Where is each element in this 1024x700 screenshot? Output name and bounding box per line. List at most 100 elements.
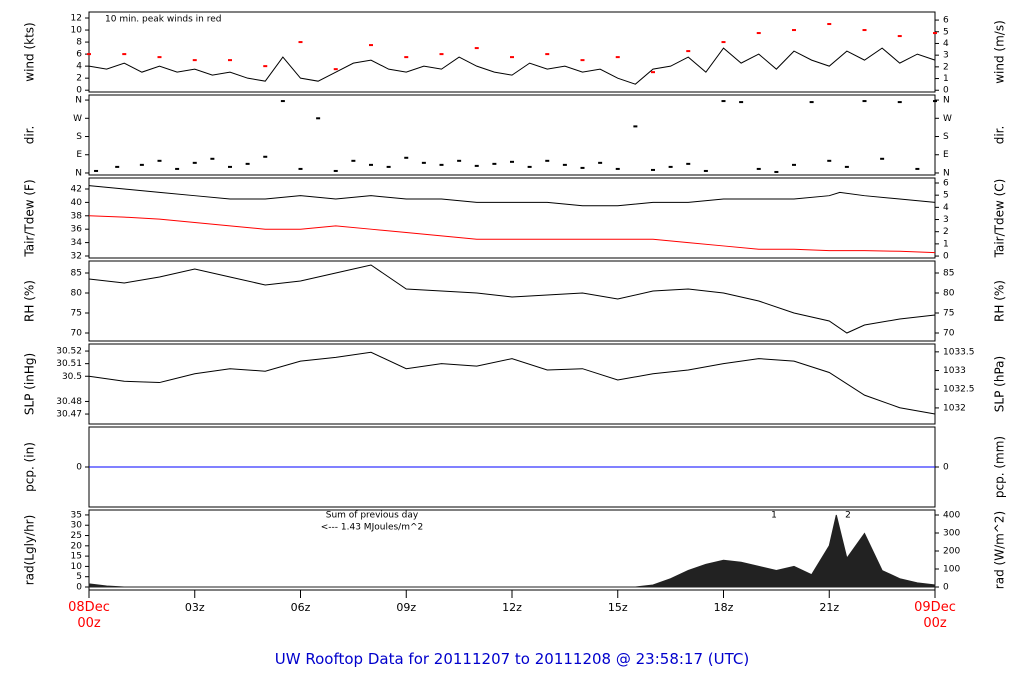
- point: [421, 161, 426, 164]
- point: [280, 100, 285, 103]
- x-tick-label: 03z: [184, 601, 205, 614]
- y2-tick-label: 1033.5: [943, 347, 975, 357]
- point: [263, 155, 268, 158]
- y2-tick-label: 3: [943, 215, 949, 225]
- y-tick-label: 30: [71, 521, 83, 531]
- y-tick-label: 35: [71, 510, 82, 520]
- point: [404, 156, 409, 159]
- point: [192, 161, 197, 164]
- y-tick-label: 32: [71, 251, 82, 261]
- point: [228, 165, 232, 168]
- y-tick-label: 0: [76, 86, 82, 96]
- x-tick-label: 21z: [819, 601, 840, 614]
- y2-tick-label: 0: [943, 582, 949, 592]
- point: [862, 100, 867, 103]
- point: [457, 159, 462, 162]
- y-tick-label: W: [73, 114, 82, 124]
- point: [615, 167, 620, 170]
- y-tick-label: 30.48: [56, 397, 82, 407]
- point: [651, 71, 655, 74]
- point: [880, 157, 885, 160]
- y2-tick-label: 85: [943, 269, 954, 279]
- y-tick-label: 36: [71, 225, 83, 235]
- point: [316, 117, 321, 120]
- y2-tick-label: 1032.5: [943, 385, 975, 395]
- y2-tick-label: 75: [943, 309, 954, 319]
- y-tick-label: 0: [76, 463, 82, 473]
- y-tick-label: 38: [71, 211, 83, 221]
- annotation: <--- 1.43 MJoules/m^2: [321, 523, 423, 533]
- y-axis-label: pcp. (in): [23, 442, 37, 492]
- point: [897, 35, 902, 38]
- point: [404, 56, 409, 59]
- x-tick-label: 08Dec 00z: [68, 600, 110, 631]
- point: [562, 163, 567, 166]
- y2-tick-label: 100: [943, 564, 960, 574]
- y2-tick-label: 1033: [943, 366, 966, 376]
- y2-tick-label: 0: [943, 463, 949, 473]
- x-tick-label: 09Dec 00z: [914, 600, 956, 631]
- point: [210, 157, 215, 160]
- line: [88, 264, 936, 334]
- point: [492, 162, 497, 165]
- point: [686, 162, 691, 165]
- y-axis-label: Tair/Tdew (F): [23, 179, 37, 257]
- y2-tick-label: 2: [943, 227, 949, 237]
- y-tick-label: 42: [71, 184, 82, 194]
- y2-tick-label: 4: [943, 203, 949, 213]
- point: [756, 32, 761, 35]
- point: [87, 53, 91, 56]
- point: [175, 167, 180, 170]
- point: [510, 160, 514, 163]
- point: [703, 169, 708, 172]
- chart-title: UW Rooftop Data for 20111207 to 20111208…: [274, 650, 750, 668]
- y-tick-label: 75: [71, 309, 82, 319]
- line: [88, 47, 936, 85]
- y2-tick-label: N: [943, 96, 950, 106]
- point: [228, 59, 232, 62]
- y-tick-label: N: [75, 168, 82, 178]
- panel-frame: [88, 11, 936, 93]
- y2-tick-label: 400: [943, 511, 960, 521]
- y-tick-label: 2: [76, 74, 82, 84]
- y-axis-label: SLP (inHg): [23, 353, 37, 415]
- point: [598, 161, 603, 164]
- y-tick-label: 70: [71, 329, 83, 339]
- annotation: Sum of previous day: [326, 511, 419, 521]
- point: [545, 159, 550, 162]
- panel-frame: [88, 177, 936, 259]
- point: [510, 56, 514, 59]
- annotation: 10 min. peak winds in red: [105, 15, 222, 25]
- panel-frame: [88, 94, 936, 176]
- point: [844, 165, 849, 168]
- point: [774, 170, 779, 173]
- y2-tick-label: 2: [943, 62, 949, 72]
- y-tick-label: 34: [71, 238, 83, 248]
- y-tick-label: 15: [71, 552, 82, 562]
- y-tick-label: N: [75, 96, 82, 106]
- y2-axis-label: SLP (hPa): [993, 356, 1007, 412]
- point: [369, 44, 373, 47]
- line: [88, 185, 936, 207]
- x-tick-label: 06z: [290, 601, 311, 614]
- y2-tick-label: 5: [943, 27, 949, 37]
- y-axis-label: RH (%): [23, 280, 37, 322]
- point: [686, 50, 691, 53]
- point: [545, 53, 550, 56]
- y-tick-label: 25: [71, 531, 82, 541]
- point: [386, 165, 391, 168]
- y-tick-label: 20: [71, 541, 83, 551]
- y2-axis-label: Tair/Tdew (C): [993, 179, 1007, 259]
- x-tick-label: 12z: [502, 601, 522, 614]
- y-tick-label: 4: [76, 62, 82, 72]
- point: [792, 29, 796, 32]
- y-tick-label: 30.52: [56, 347, 82, 357]
- point: [933, 100, 937, 103]
- panel-frame: [88, 260, 936, 342]
- y-tick-label: 12: [71, 14, 82, 24]
- annotation: 2: [845, 511, 851, 521]
- point: [809, 101, 814, 104]
- point: [756, 167, 761, 170]
- y-tick-label: 85: [71, 269, 82, 279]
- y-tick-label: 10: [71, 562, 83, 572]
